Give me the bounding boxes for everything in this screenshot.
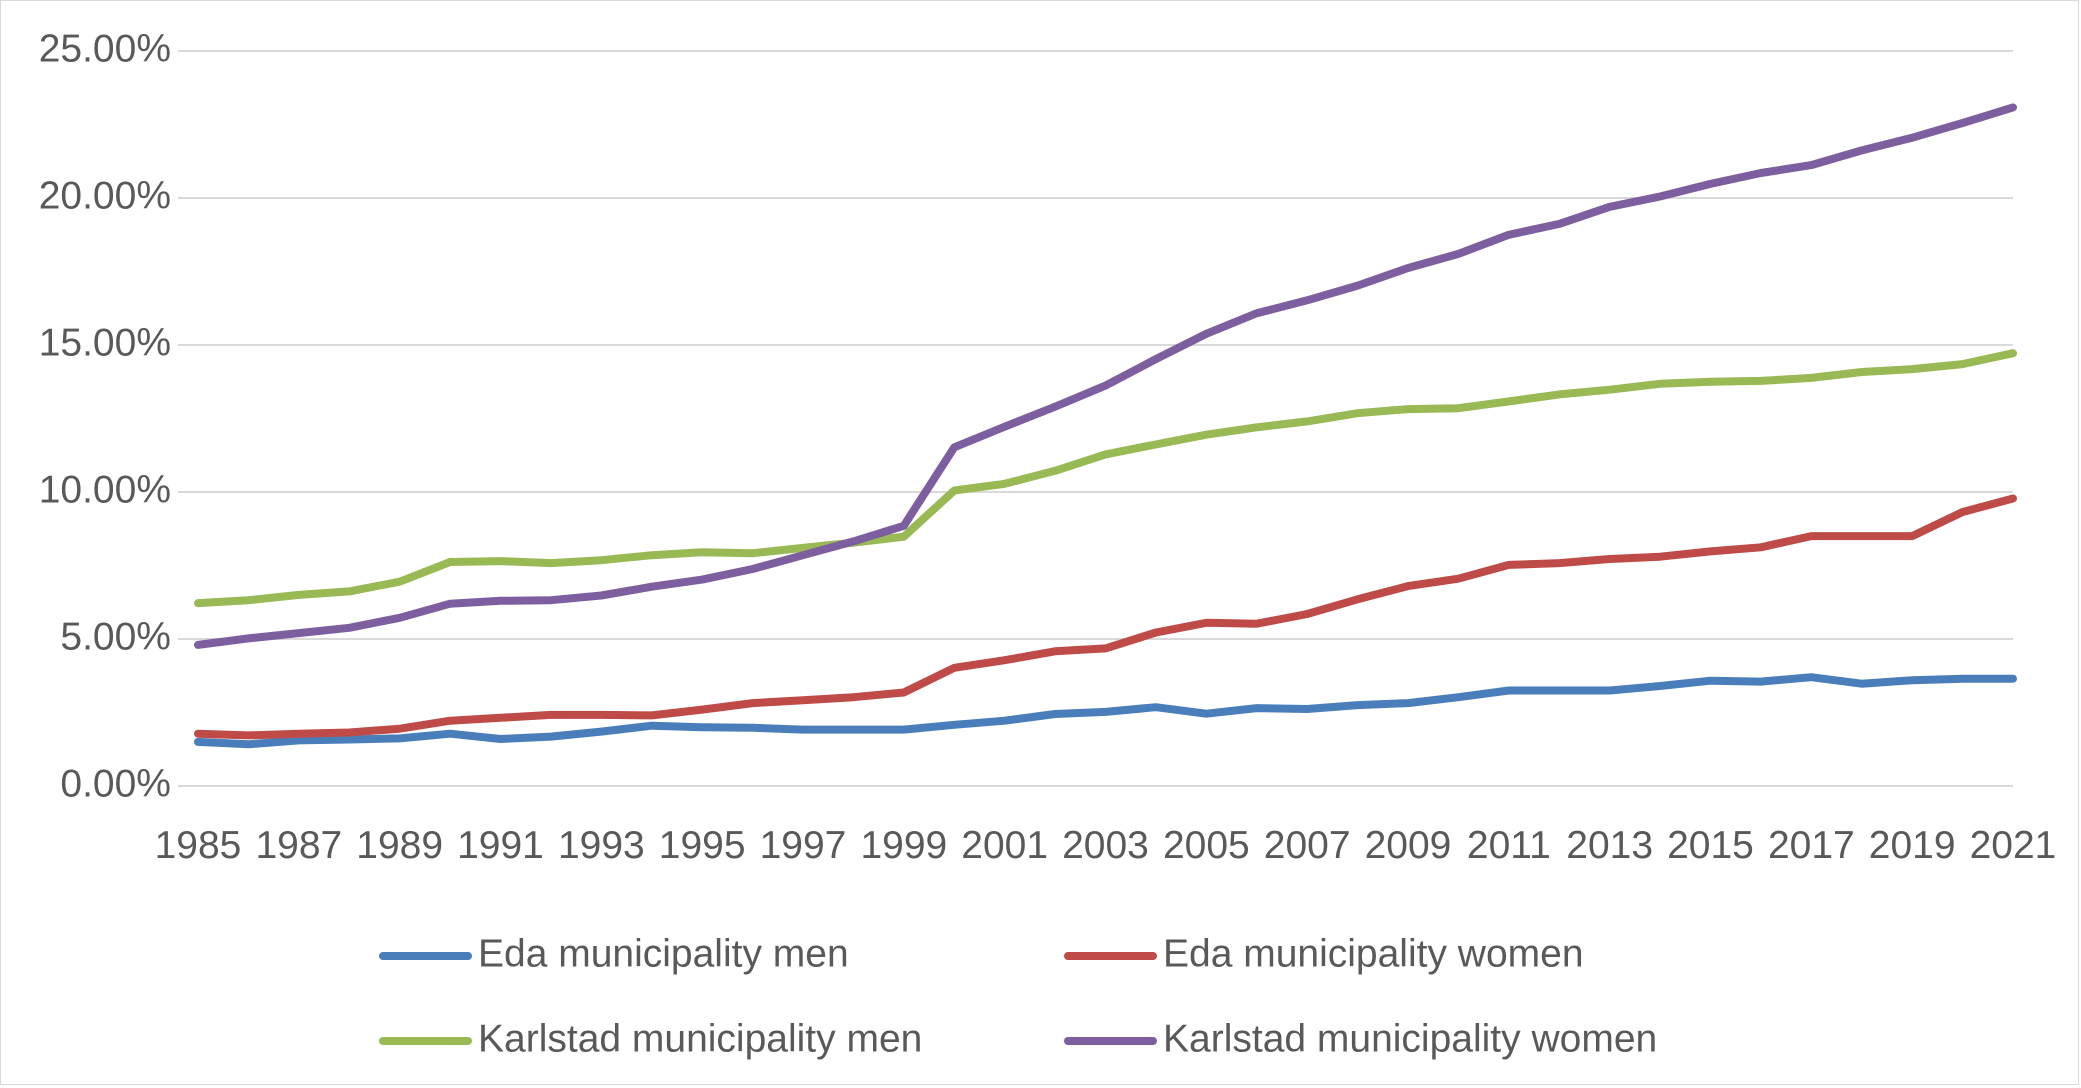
series-line-karlstad-municipality-women	[194, 103, 2017, 649]
series-line-eda-municipality-men	[194, 673, 2017, 749]
x-tick-label: 1993	[558, 824, 645, 867]
y-tick-label: 0.00%	[60, 762, 171, 805]
x-tick-label: 2019	[1869, 824, 1956, 867]
y-tick-label: 5.00%	[60, 615, 171, 658]
x-tick-label: 1991	[457, 824, 544, 867]
x-tick-label: 2001	[961, 824, 1048, 867]
x-tick-label: 1989	[356, 824, 443, 867]
legend-label-eda-municipality-men: Eda municipality men	[478, 932, 849, 975]
legend: Eda municipality men Eda municipality wom…	[379, 932, 1657, 1060]
x-tick-label: 2007	[1264, 824, 1351, 867]
legend-label-karlstad-municipality-women: Karlstad municipality women	[1163, 1017, 1657, 1060]
y-tick-label: 25.00%	[39, 27, 171, 70]
x-tick-label: 2005	[1163, 824, 1250, 867]
y-axis-ticks: 0.00% 5.00% 10.00% 15.00% 20.00% 25.00%	[39, 27, 171, 805]
y-tick-label: 15.00%	[39, 321, 171, 364]
x-tick-label: 2011	[1467, 824, 1551, 867]
legend-label-eda-municipality-women: Eda municipality women	[1163, 932, 1584, 975]
series-line-eda-municipality-women	[194, 494, 2017, 740]
x-tick-label: 2017	[1768, 824, 1855, 867]
legend-label-karlstad-municipality-men: Karlstad municipality men	[478, 1017, 922, 1060]
x-tick-label: 2021	[1970, 824, 2057, 867]
x-tick-label: 1995	[659, 824, 746, 867]
x-axis-ticks: 1985 1987 1989 1991 1993 1995 1997 1999 2001 2003…	[155, 824, 2057, 867]
x-tick-label: 2003	[1062, 824, 1149, 867]
x-tick-label: 2009	[1365, 824, 1452, 867]
x-tick-label: 2015	[1667, 824, 1754, 867]
y-tick-label: 20.00%	[39, 174, 171, 217]
series-lines	[194, 103, 2017, 749]
x-tick-label: 1985	[155, 824, 242, 867]
x-tick-label: 1987	[255, 824, 342, 867]
x-tick-label: 1997	[760, 824, 847, 867]
series-line-karlstad-municipality-men	[194, 349, 2017, 608]
x-tick-label: 2013	[1566, 824, 1653, 867]
y-tick-label: 10.00%	[39, 468, 171, 511]
gridlines	[178, 50, 2013, 787]
x-tick-label: 1999	[860, 824, 947, 867]
